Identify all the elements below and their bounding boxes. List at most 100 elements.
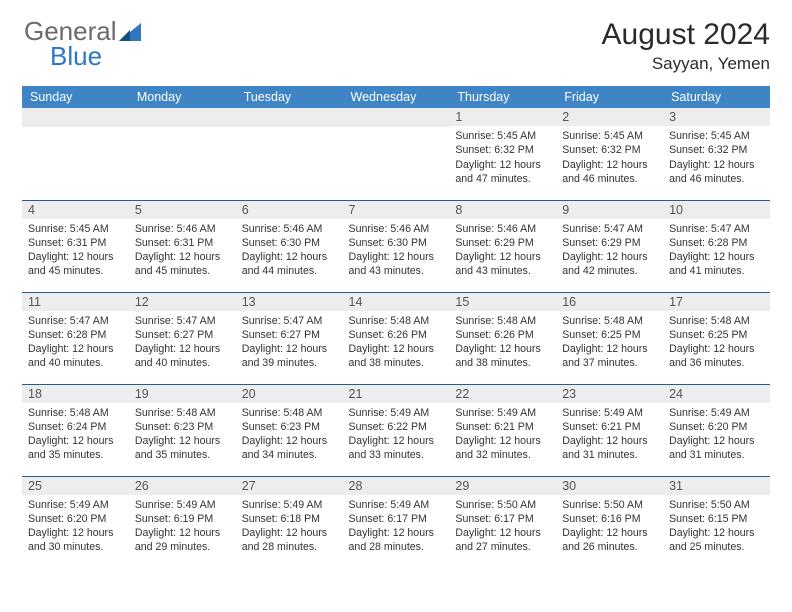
daylight2-text: and 41 minutes. [669, 264, 764, 278]
daylight1-text: Daylight: 12 hours [349, 434, 444, 448]
daylight2-text: and 36 minutes. [669, 356, 764, 370]
daylight2-text: and 45 minutes. [28, 264, 123, 278]
sunset-text: Sunset: 6:21 PM [562, 420, 657, 434]
sunset-text: Sunset: 6:29 PM [562, 236, 657, 250]
daylight1-text: Daylight: 12 hours [135, 250, 230, 264]
calendar-table: Sunday Monday Tuesday Wednesday Thursday… [22, 86, 770, 568]
calendar-cell: 8Sunrise: 5:46 AMSunset: 6:29 PMDaylight… [449, 200, 556, 292]
day-details: Sunrise: 5:48 AMSunset: 6:26 PMDaylight:… [343, 311, 450, 375]
sunset-text: Sunset: 6:32 PM [455, 143, 550, 157]
sunset-text: Sunset: 6:25 PM [669, 328, 764, 342]
daylight1-text: Daylight: 12 hours [135, 526, 230, 540]
sunset-text: Sunset: 6:19 PM [135, 512, 230, 526]
sunrise-text: Sunrise: 5:49 AM [349, 406, 444, 420]
daylight1-text: Daylight: 12 hours [562, 526, 657, 540]
logo-block: General Blue [24, 16, 143, 72]
day-number: 19 [129, 385, 236, 403]
day-details: Sunrise: 5:49 AMSunset: 6:22 PMDaylight:… [343, 403, 450, 467]
day-number: 9 [556, 201, 663, 219]
daylight2-text: and 29 minutes. [135, 540, 230, 554]
sunrise-text: Sunrise: 5:45 AM [669, 129, 764, 143]
logo-word-blue: Blue [50, 41, 143, 72]
sunrise-text: Sunrise: 5:47 AM [242, 314, 337, 328]
daylight2-text: and 38 minutes. [455, 356, 550, 370]
day-number: 13 [236, 293, 343, 311]
sunrise-text: Sunrise: 5:49 AM [242, 498, 337, 512]
sunset-text: Sunset: 6:16 PM [562, 512, 657, 526]
sunset-text: Sunset: 6:30 PM [242, 236, 337, 250]
daylight1-text: Daylight: 12 hours [669, 434, 764, 448]
day-details: Sunrise: 5:46 AMSunset: 6:29 PMDaylight:… [449, 219, 556, 283]
day-details: Sunrise: 5:50 AMSunset: 6:16 PMDaylight:… [556, 495, 663, 559]
calendar-cell: 14Sunrise: 5:48 AMSunset: 6:26 PMDayligh… [343, 292, 450, 384]
day-number [236, 108, 343, 127]
sunset-text: Sunset: 6:32 PM [669, 143, 764, 157]
day-details: Sunrise: 5:45 AMSunset: 6:32 PMDaylight:… [663, 126, 770, 190]
calendar-cell: 26Sunrise: 5:49 AMSunset: 6:19 PMDayligh… [129, 476, 236, 568]
sunset-text: Sunset: 6:25 PM [562, 328, 657, 342]
day-details: Sunrise: 5:47 AMSunset: 6:28 PMDaylight:… [663, 219, 770, 283]
calendar-cell: 19Sunrise: 5:48 AMSunset: 6:23 PMDayligh… [129, 384, 236, 476]
sunset-text: Sunset: 6:20 PM [669, 420, 764, 434]
sunset-text: Sunset: 6:23 PM [242, 420, 337, 434]
sunset-text: Sunset: 6:27 PM [242, 328, 337, 342]
calendar-cell: 5Sunrise: 5:46 AMSunset: 6:31 PMDaylight… [129, 200, 236, 292]
daylight1-text: Daylight: 12 hours [562, 250, 657, 264]
calendar-cell: 4Sunrise: 5:45 AMSunset: 6:31 PMDaylight… [22, 200, 129, 292]
daylight2-text: and 31 minutes. [562, 448, 657, 462]
daylight1-text: Daylight: 12 hours [135, 342, 230, 356]
day-number: 11 [22, 293, 129, 311]
sunrise-text: Sunrise: 5:48 AM [28, 406, 123, 420]
day-number: 12 [129, 293, 236, 311]
day-number [343, 108, 450, 127]
daylight2-text: and 37 minutes. [562, 356, 657, 370]
sunrise-text: Sunrise: 5:45 AM [562, 129, 657, 143]
sunrise-text: Sunrise: 5:48 AM [455, 314, 550, 328]
sunrise-text: Sunrise: 5:45 AM [455, 129, 550, 143]
day-details: Sunrise: 5:47 AMSunset: 6:29 PMDaylight:… [556, 219, 663, 283]
sunset-text: Sunset: 6:27 PM [135, 328, 230, 342]
calendar-cell [236, 108, 343, 200]
calendar-week-row: 4Sunrise: 5:45 AMSunset: 6:31 PMDaylight… [22, 200, 770, 292]
daylight1-text: Daylight: 12 hours [455, 526, 550, 540]
calendar-cell: 21Sunrise: 5:49 AMSunset: 6:22 PMDayligh… [343, 384, 450, 476]
calendar-cell: 28Sunrise: 5:49 AMSunset: 6:17 PMDayligh… [343, 476, 450, 568]
weekday-header: Friday [556, 86, 663, 108]
weekday-header: Monday [129, 86, 236, 108]
day-number: 24 [663, 385, 770, 403]
sunrise-text: Sunrise: 5:47 AM [28, 314, 123, 328]
sunset-text: Sunset: 6:21 PM [455, 420, 550, 434]
daylight1-text: Daylight: 12 hours [242, 250, 337, 264]
daylight2-text: and 34 minutes. [242, 448, 337, 462]
daylight2-text: and 31 minutes. [669, 448, 764, 462]
calendar-cell: 30Sunrise: 5:50 AMSunset: 6:16 PMDayligh… [556, 476, 663, 568]
day-number: 30 [556, 477, 663, 495]
day-details: Sunrise: 5:48 AMSunset: 6:23 PMDaylight:… [129, 403, 236, 467]
sunrise-text: Sunrise: 5:48 AM [242, 406, 337, 420]
daylight2-text: and 28 minutes. [242, 540, 337, 554]
daylight2-text: and 39 minutes. [242, 356, 337, 370]
day-details: Sunrise: 5:47 AMSunset: 6:28 PMDaylight:… [22, 311, 129, 375]
sunset-text: Sunset: 6:18 PM [242, 512, 337, 526]
daylight1-text: Daylight: 12 hours [28, 434, 123, 448]
sunrise-text: Sunrise: 5:47 AM [669, 222, 764, 236]
calendar-cell: 10Sunrise: 5:47 AMSunset: 6:28 PMDayligh… [663, 200, 770, 292]
weekday-header: Tuesday [236, 86, 343, 108]
calendar-week-row: 18Sunrise: 5:48 AMSunset: 6:24 PMDayligh… [22, 384, 770, 476]
daylight1-text: Daylight: 12 hours [669, 526, 764, 540]
sunrise-text: Sunrise: 5:49 AM [669, 406, 764, 420]
calendar-cell: 27Sunrise: 5:49 AMSunset: 6:18 PMDayligh… [236, 476, 343, 568]
daylight1-text: Daylight: 12 hours [349, 526, 444, 540]
day-number: 6 [236, 201, 343, 219]
sunset-text: Sunset: 6:20 PM [28, 512, 123, 526]
sunset-text: Sunset: 6:32 PM [562, 143, 657, 157]
sunrise-text: Sunrise: 5:46 AM [349, 222, 444, 236]
weekday-header: Wednesday [343, 86, 450, 108]
daylight1-text: Daylight: 12 hours [28, 250, 123, 264]
day-details: Sunrise: 5:47 AMSunset: 6:27 PMDaylight:… [129, 311, 236, 375]
day-details: Sunrise: 5:48 AMSunset: 6:23 PMDaylight:… [236, 403, 343, 467]
sunrise-text: Sunrise: 5:50 AM [669, 498, 764, 512]
calendar-week-row: 11Sunrise: 5:47 AMSunset: 6:28 PMDayligh… [22, 292, 770, 384]
calendar-cell: 22Sunrise: 5:49 AMSunset: 6:21 PMDayligh… [449, 384, 556, 476]
sunset-text: Sunset: 6:17 PM [349, 512, 444, 526]
